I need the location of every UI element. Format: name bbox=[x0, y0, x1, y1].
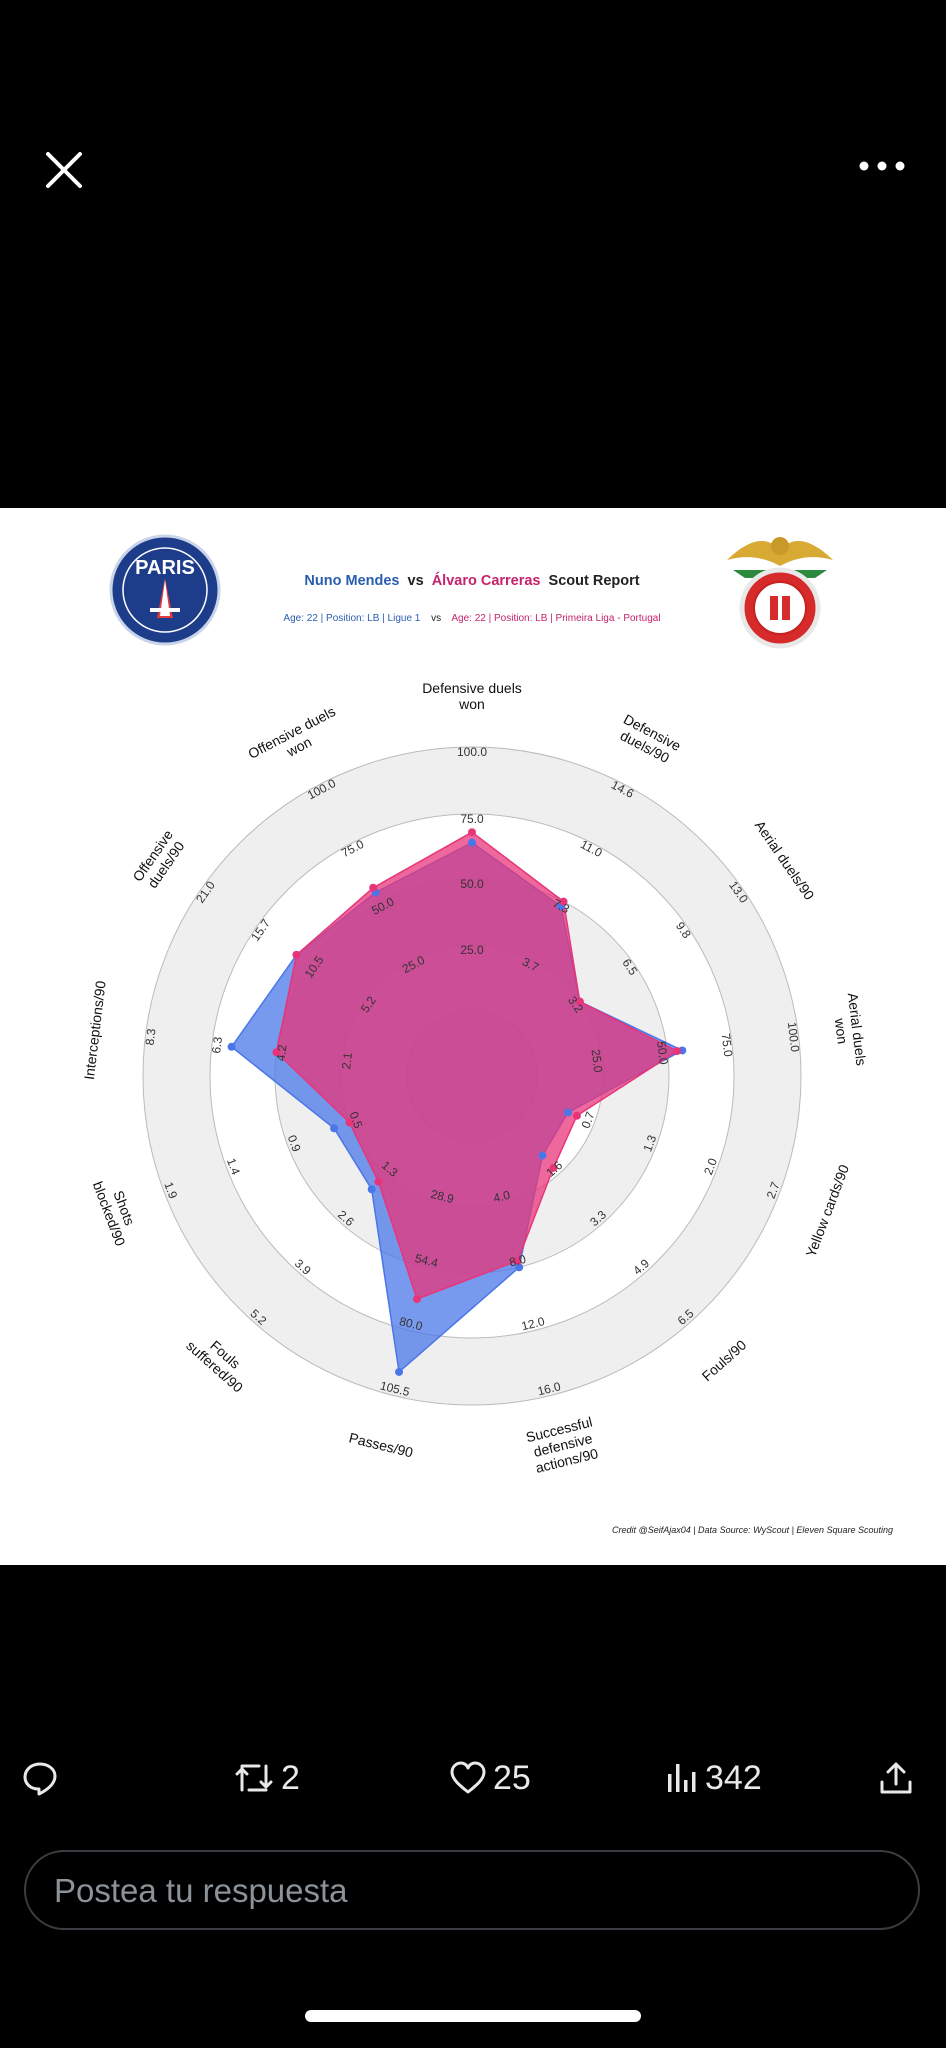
radar-axis-label: Defensiveduels/90 bbox=[614, 711, 684, 768]
radar-point-player2-11 bbox=[292, 950, 301, 959]
title-player1: Nuno Mendes bbox=[304, 573, 399, 589]
radar-point-player1-5 bbox=[538, 1151, 547, 1160]
title-vs: vs bbox=[408, 573, 424, 589]
radar-point-player1-7 bbox=[395, 1367, 404, 1376]
radar-tick-label: 50.0 bbox=[460, 877, 484, 891]
radar-point-player1-10 bbox=[227, 1042, 236, 1051]
reply-placeholder: Postea tu respuesta bbox=[54, 1872, 348, 1909]
reply-button[interactable] bbox=[22, 1752, 58, 1804]
views-chart-icon bbox=[668, 1764, 696, 1792]
radar-tick-label: 1.3 bbox=[640, 1133, 659, 1154]
radar-axis-label: Shotsblocked/90 bbox=[90, 1173, 144, 1248]
retweet-icon bbox=[235, 1764, 273, 1792]
tweet-actions: 2 25 342 bbox=[0, 1752, 946, 1804]
heart-icon bbox=[450, 1761, 486, 1794]
radar-tick-label: 3.7 bbox=[520, 955, 542, 975]
like-button[interactable]: 25 bbox=[449, 1752, 531, 1804]
radar-tick-label: 50.0 bbox=[654, 1040, 671, 1065]
radar-tick-label: 75.0 bbox=[719, 1033, 736, 1058]
title-suffix: Scout Report bbox=[549, 573, 640, 589]
radar-axis-label: Aerial duels/90 bbox=[752, 817, 818, 902]
radar-tick-label: 0.9 bbox=[285, 1133, 304, 1154]
radar-axis-label: Fouls/90 bbox=[699, 1337, 750, 1385]
radar-tick-label: 2.0 bbox=[701, 1156, 720, 1177]
radar-tick-label: 2.1 bbox=[339, 1051, 355, 1070]
radar-axis-label: Aerial duelswon bbox=[829, 992, 870, 1068]
radar-tick-label: 25.0 bbox=[589, 1048, 606, 1073]
radar-point-player2-3 bbox=[673, 1047, 682, 1056]
more-options-icon[interactable] bbox=[856, 150, 908, 182]
radar-axis-label: Successfuldefensiveactions/90 bbox=[524, 1414, 601, 1477]
radar-point-player1-0 bbox=[468, 838, 476, 847]
radar-point-player1-9 bbox=[330, 1124, 339, 1133]
benfica-logo bbox=[727, 537, 833, 649]
radar-point-player1-6 bbox=[515, 1263, 524, 1272]
close-icon[interactable] bbox=[40, 146, 88, 194]
radar-tick-label: 7.3 bbox=[551, 896, 573, 916]
radar-chart: PARIS Nuno Mendes vs Álvaro Carreras Sco… bbox=[81, 534, 893, 1535]
radar-tick-label: 0.7 bbox=[579, 1109, 598, 1130]
radar-point-player2-1 bbox=[559, 897, 568, 906]
home-indicator[interactable] bbox=[305, 2010, 641, 2022]
radar-axis-label: Offensive duelswon bbox=[245, 703, 345, 776]
radar-point-player2-0 bbox=[468, 828, 476, 837]
svg-text:Nuno Mendes vs Álv: Nuno Mendes vs Álvaro Carreras Scout Rep… bbox=[304, 572, 639, 589]
radar-point-player2-10 bbox=[272, 1048, 281, 1057]
view-count: 342 bbox=[705, 1758, 762, 1797]
radar-point-player2-9 bbox=[345, 1118, 354, 1127]
psg-logo: PARIS bbox=[109, 534, 221, 646]
radar-tick-label: 0.5 bbox=[346, 1110, 365, 1131]
radar-tick-label: 2.7 bbox=[764, 1180, 783, 1201]
radar-tick-label: 12.0 bbox=[520, 1314, 546, 1333]
views-button[interactable]: 342 bbox=[665, 1752, 762, 1804]
reply-input[interactable]: Postea tu respuesta bbox=[24, 1850, 920, 1930]
share-icon bbox=[880, 1762, 912, 1794]
radar-tick-label: 8.3 bbox=[143, 1028, 159, 1047]
radar-tick-label: 6.3 bbox=[209, 1036, 225, 1055]
radar-tick-label: 75.0 bbox=[460, 812, 484, 826]
radar-point-player2-12 bbox=[369, 883, 378, 892]
radar-axis-label: Passes/90 bbox=[347, 1429, 415, 1460]
reply-icon bbox=[23, 1762, 57, 1796]
title-player2: Álvaro Carreras bbox=[432, 572, 541, 589]
credit-text: Credit @SeifAjax04 | Data Source: WyScou… bbox=[612, 1525, 893, 1535]
radar-point-player2-4 bbox=[572, 1111, 581, 1120]
subtitle-vs: vs bbox=[431, 613, 441, 624]
radar-tick-label: 54.4 bbox=[413, 1251, 439, 1270]
radar-tick-label: 100.0 bbox=[457, 745, 487, 759]
radar-axis-label: Defensive duels won bbox=[422, 680, 522, 712]
radar-axis-label: Foulssuffered/90 bbox=[183, 1325, 257, 1395]
radar-tick-label: 1.4 bbox=[224, 1156, 243, 1177]
subtitle-player1: Age: 22 | Position: LB | Ligue 1 bbox=[283, 613, 420, 624]
retweet-count: 2 bbox=[281, 1758, 300, 1797]
radar-tick-label: 16.0 bbox=[536, 1379, 562, 1398]
radar-point-player2-7 bbox=[413, 1295, 422, 1304]
radar-tick-label: 4.0 bbox=[492, 1188, 512, 1206]
radar-point-player2-5 bbox=[549, 1163, 558, 1172]
radar-tick-label: 1.9 bbox=[161, 1180, 180, 1201]
radar-tick-label: 100.0 bbox=[785, 1021, 803, 1053]
radar-point-player1-8 bbox=[367, 1185, 376, 1194]
radar-point-player2-6 bbox=[513, 1256, 522, 1265]
retweet-button[interactable]: 2 bbox=[233, 1752, 300, 1804]
radar-tick-label: 4.2 bbox=[274, 1043, 290, 1062]
radar-tick-label: 25.0 bbox=[460, 943, 484, 957]
radar-point-player2-2 bbox=[575, 997, 584, 1006]
subtitle-player2: Age: 22 | Position: LB | Primeira Liga -… bbox=[451, 613, 660, 624]
radar-axis-label: Yellow cards/90 bbox=[803, 1162, 853, 1259]
radar-axis-label: Offensiveduels/90 bbox=[129, 827, 189, 894]
like-count: 25 bbox=[493, 1758, 531, 1797]
radar-tick-label: 28.9 bbox=[429, 1187, 455, 1206]
media-image[interactable]: PARIS Nuno Mendes vs Álvaro Carreras Sco… bbox=[0, 508, 946, 1565]
radar-point-player1-4 bbox=[564, 1108, 573, 1117]
share-button[interactable] bbox=[878, 1752, 914, 1804]
svg-text:PARIS: PARIS bbox=[135, 557, 195, 579]
radar-tick-label: 80.0 bbox=[398, 1314, 424, 1333]
radar-axis-label: Interceptions/90 bbox=[81, 980, 109, 1081]
radar-point-player2-8 bbox=[374, 1177, 383, 1186]
radar-tick-label: 8.0 bbox=[508, 1252, 528, 1270]
radar-area-player2 bbox=[275, 831, 679, 1301]
svg-text:Age: 22 | Position: LB | Ligue: Age: 22 | Position: LB | Ligue 1 vs Age:… bbox=[283, 613, 660, 624]
